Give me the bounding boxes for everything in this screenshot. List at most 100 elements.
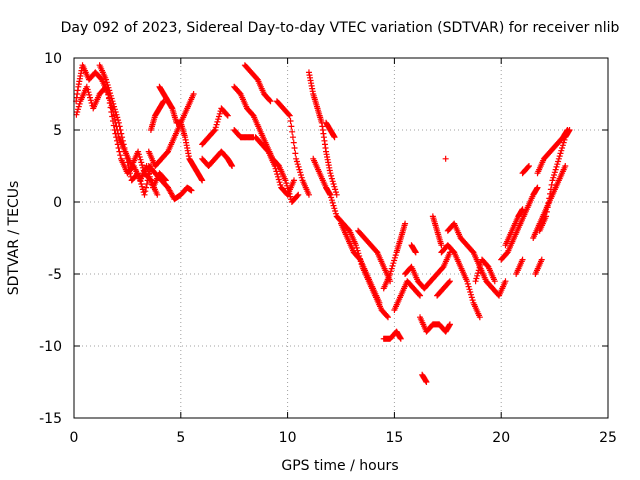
data-point: [464, 278, 471, 285]
data-point: [468, 294, 475, 301]
data-point: [502, 278, 509, 285]
plot-frame: [73, 57, 609, 419]
data-point: [116, 148, 123, 155]
data-point: [491, 278, 498, 285]
data-point: [290, 139, 297, 146]
data-point: [211, 127, 218, 133]
data-point: [327, 191, 334, 198]
data-point: [543, 208, 550, 215]
data-point: [266, 97, 273, 104]
data-point: [328, 172, 335, 179]
data-point: [214, 118, 221, 125]
data-point: [562, 163, 569, 169]
data-point: [446, 279, 453, 286]
data-point: [87, 97, 94, 104]
data-point: [111, 106, 118, 113]
data-point: [327, 170, 334, 177]
data-point: [116, 123, 123, 130]
y-tick-label: 0: [53, 195, 62, 211]
data-point: [135, 170, 142, 177]
y-tick-label: 5: [53, 123, 62, 139]
data-point: [545, 199, 552, 206]
data-point: [137, 178, 144, 185]
data-point: [212, 124, 219, 131]
data-point: [466, 286, 473, 293]
data-point: [103, 79, 110, 86]
data-point: [551, 169, 558, 176]
data-point: [553, 163, 560, 170]
data-point: [446, 278, 453, 285]
data-point: [330, 181, 337, 187]
data-point: [154, 191, 161, 198]
data-point: [291, 145, 298, 151]
data-point: [442, 155, 449, 162]
data-point: [329, 199, 336, 206]
data-point: [389, 262, 396, 269]
data-point: [328, 194, 335, 201]
data-point: [283, 180, 290, 187]
data-point: [559, 142, 566, 149]
data-point: [135, 172, 142, 179]
data-point: [438, 242, 445, 249]
data-point: [107, 90, 114, 97]
data-point: [103, 76, 110, 83]
data-point: [115, 145, 122, 151]
data-point: [117, 127, 124, 133]
data-point: [298, 174, 305, 181]
data-point: [402, 220, 409, 227]
data-point: [272, 165, 279, 172]
data-point: [392, 252, 399, 259]
data-point: [525, 163, 532, 170]
data-point: [295, 163, 302, 170]
data-point: [331, 134, 338, 141]
data-point: [136, 175, 143, 182]
y-tick-label: 10: [44, 51, 62, 67]
data-point: [216, 110, 223, 117]
data-point: [288, 123, 295, 130]
data-point: [412, 249, 419, 256]
data-point: [560, 139, 567, 146]
y-tick-label: -15: [39, 411, 62, 427]
data-point: [110, 100, 117, 107]
data-point: [142, 188, 149, 195]
data-point: [465, 283, 472, 290]
data-point: [525, 163, 532, 169]
data-point: [329, 178, 336, 185]
data-point: [559, 145, 566, 151]
data-point: [547, 186, 554, 193]
data-point: [464, 280, 471, 287]
data-point: [297, 172, 304, 178]
data-point: [397, 335, 404, 342]
data-point: [554, 161, 561, 168]
x-tick-label: 5: [176, 430, 185, 446]
data-point: [139, 164, 146, 171]
data-point: [211, 127, 218, 134]
data-point: [387, 271, 394, 277]
data-point: [282, 177, 289, 184]
data-point: [286, 112, 293, 119]
data-point: [105, 84, 112, 91]
data-point: [108, 95, 115, 102]
data-point: [556, 153, 563, 160]
data-point: [390, 260, 397, 267]
data-point: [274, 173, 281, 180]
data-point: [87, 94, 94, 101]
data-point: [135, 151, 142, 158]
data-point: [120, 141, 127, 148]
data-point: [388, 265, 395, 272]
chart-title: Day 092 of 2023, Sidereal Day-to-day VTE…: [61, 20, 620, 36]
data-point: [215, 116, 222, 123]
x-tick-label: 15: [385, 430, 403, 446]
data-point: [135, 148, 142, 155]
data-point: [274, 171, 281, 178]
data-point: [118, 130, 125, 137]
data-point: [285, 111, 292, 118]
data-point: [328, 197, 335, 204]
data-point: [544, 204, 551, 211]
data-point: [289, 134, 296, 141]
data-point: [534, 184, 541, 191]
data-point: [475, 267, 482, 274]
data-point: [289, 128, 296, 135]
data-point: [468, 291, 475, 298]
data-point: [190, 91, 197, 97]
